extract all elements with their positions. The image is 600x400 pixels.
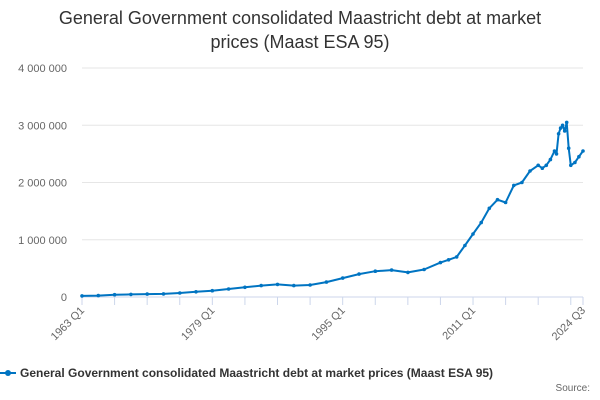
data-point: [548, 157, 553, 162]
data-point: [562, 129, 567, 133]
data-point: [560, 123, 565, 128]
data-point: [573, 160, 577, 165]
axes: 0 1 000 000 2 000 000 3 000 000 4 000 000 196…: [18, 63, 588, 343]
data-point: [495, 197, 500, 202]
data-point: [373, 269, 378, 274]
data-point: [161, 292, 166, 296]
data-point: [406, 270, 410, 275]
data-point: [536, 163, 540, 168]
data-point: [454, 255, 459, 259]
data-point: [129, 292, 133, 297]
chart-title: General Government consolidated Maastric…: [58, 8, 542, 52]
data-point: [554, 152, 559, 156]
gridlines: [82, 67, 583, 241]
data-point: [422, 267, 426, 272]
y-tick-label: 2 000 000: [18, 178, 67, 190]
data-point: [259, 283, 264, 288]
data-point: [540, 166, 545, 170]
x-tick-label: 2011 Q1: [440, 305, 478, 343]
x-tick-label: 1979 Q1: [179, 305, 217, 343]
data-point: [446, 258, 451, 262]
series-layer: [80, 120, 585, 298]
data-point: [226, 287, 231, 291]
data-point: [324, 280, 329, 284]
data-point: [145, 292, 149, 296]
data-point: [340, 276, 345, 280]
data-point: [357, 272, 361, 276]
data-point: [275, 282, 280, 287]
data-point: [194, 290, 198, 294]
data-point: [503, 200, 508, 205]
data-point: [552, 149, 557, 153]
data-point: [292, 283, 296, 288]
data-point: [308, 283, 312, 287]
series-line: [81, 121, 584, 297]
data-point: [463, 243, 467, 248]
data-point: [528, 169, 532, 173]
legend[interactable]: General Government consolidated Maastric…: [0, 364, 493, 382]
source-credit: Source:: [555, 383, 590, 394]
data-point: [178, 291, 182, 295]
y-tick-label: 0: [61, 292, 67, 304]
data-point: [544, 163, 549, 168]
data-point: [479, 220, 484, 225]
data-point: [438, 260, 443, 265]
data-point: [577, 154, 581, 159]
data-point: [210, 288, 215, 293]
data-point: [581, 149, 585, 153]
data-point: [520, 180, 524, 185]
data-point: [96, 293, 101, 298]
data-point: [569, 163, 573, 168]
legend-label: General Government consolidated Maastric…: [20, 366, 494, 380]
data-point: [512, 183, 516, 188]
data-point: [243, 285, 247, 290]
y-tick-label: 4 000 000: [18, 63, 67, 75]
data-point: [564, 120, 569, 125]
data-point: [80, 294, 84, 298]
data-point: [487, 206, 492, 211]
y-tick-label: 1 000 000: [18, 235, 67, 247]
y-tick-label: 3 000 000: [18, 120, 67, 132]
data-point: [566, 146, 571, 150]
data-point: [556, 132, 561, 136]
data-point: [558, 126, 563, 130]
x-tick-label: 1995 Q1: [309, 305, 347, 343]
x-tick-label: 1963 Q1: [49, 305, 87, 343]
x-tick-label: 2024 Q3: [550, 305, 588, 343]
data-point: [471, 232, 475, 236]
legend-swatch-icon: [0, 368, 16, 378]
data-point: [112, 292, 117, 297]
data-point: [389, 268, 394, 272]
